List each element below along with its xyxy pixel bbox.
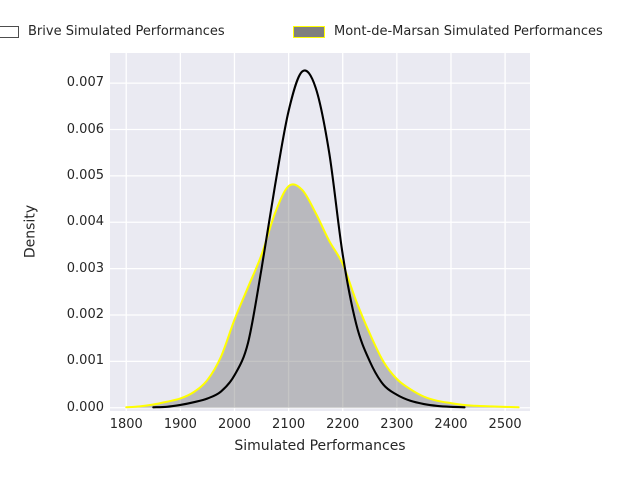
kde-area-mont-de-marsan [126,184,519,408]
legend-item-brive: Brive Simulated Performances [0,24,225,40]
x-tick-1900: 1900 [163,417,197,432]
x-tick-2000: 2000 [217,417,252,432]
x-tick-2400: 2400 [434,417,468,432]
x-axis-label: Simulated Performances [234,438,406,454]
y-tick-0.002: 0.002 [66,307,104,322]
kde-line-mont-de-marsan [125,183,520,409]
kde-plot-svg [110,53,530,411]
x-tick-1800: 1800 [109,417,143,432]
y-axis-label: Density [22,204,39,259]
y-tick-0.006: 0.006 [66,121,104,137]
y-tick-0.003: 0.003 [66,260,104,276]
legend-label-mont-de-marsan: Mont-de-Marsan Simulated Performances [334,24,603,39]
x-tick-2300: 2300 [380,417,414,432]
legend-label-brive: Brive Simulated Performances [28,24,225,39]
legend-swatch-mont-de-marsan-icon [293,26,325,38]
legend-swatch-brive-icon [0,26,19,38]
kde-line-brive [152,69,466,409]
x-tick-2500: 2500 [488,417,522,432]
y-tick-0.004: 0.004 [66,214,104,230]
y-tick-0.005: 0.005 [66,167,104,183]
plot-area [110,53,530,411]
y-tick-0.007: 0.007 [66,75,104,91]
y-tick-0.001: 0.001 [66,353,104,369]
x-tick-2200: 2200 [326,417,360,432]
legend-item-mont-de-marsan: Mont-de-Marsan Simulated Performances [293,24,603,40]
y-tick-0.000: 0.000 [66,399,104,415]
x-tick-2100: 2100 [272,417,306,432]
